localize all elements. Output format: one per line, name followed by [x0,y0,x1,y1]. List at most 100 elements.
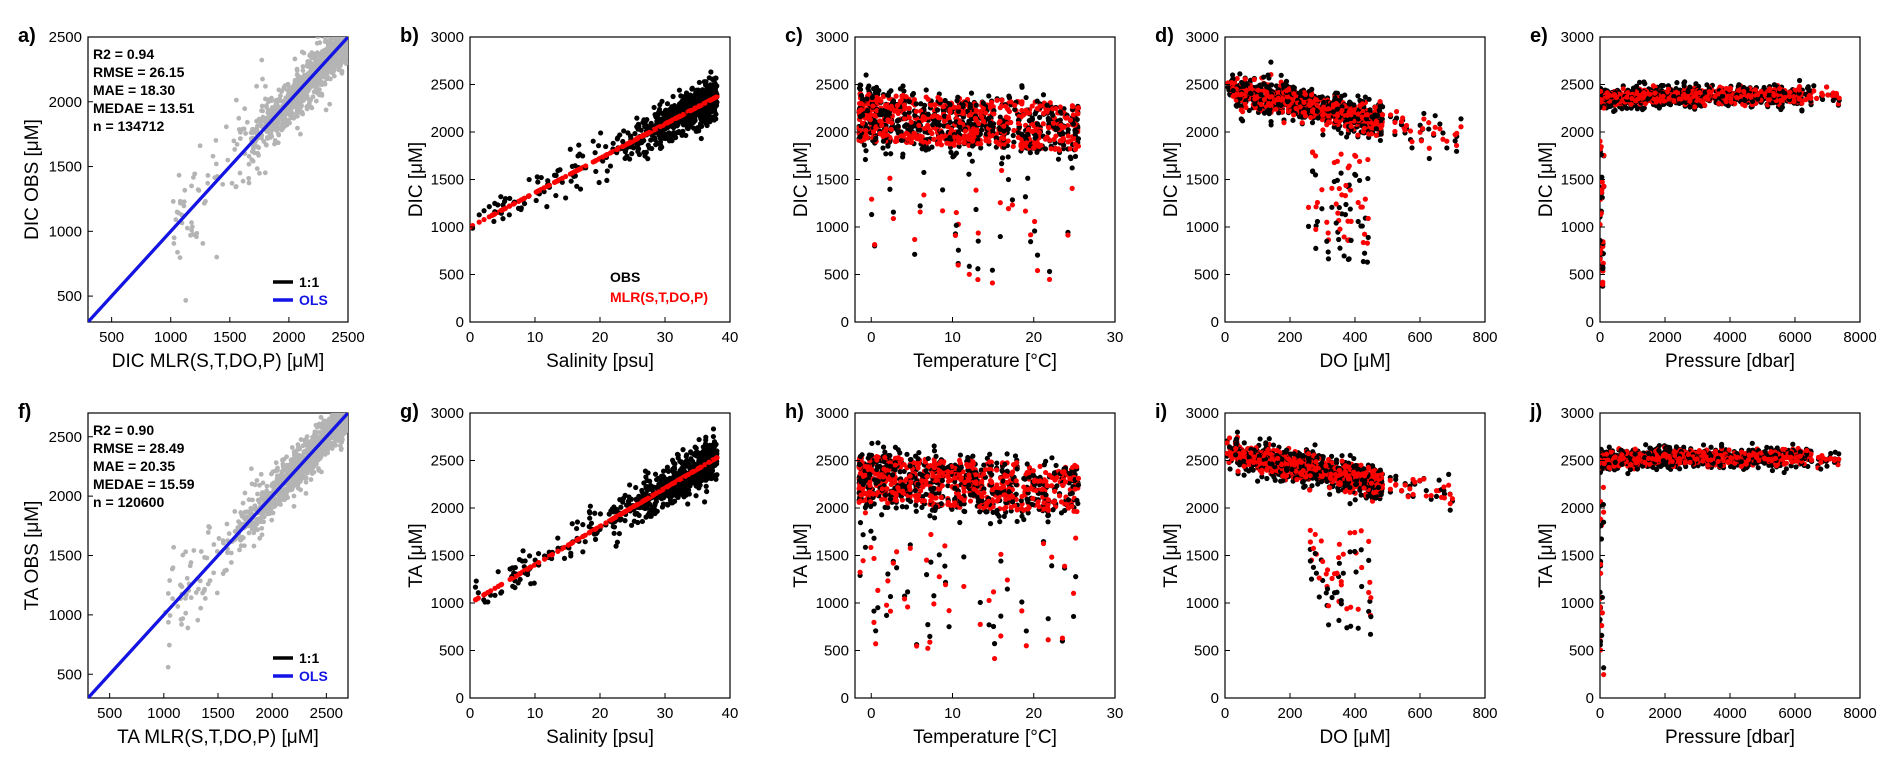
obs-point [203,198,208,204]
model-point [1075,105,1081,111]
obs-point [1075,136,1082,142]
model-point [962,128,968,134]
model-point [1034,267,1041,274]
obs-point [340,29,345,34]
obs-point [338,26,343,31]
obs-point [978,145,984,151]
model-point [620,143,626,149]
obs-point [231,138,237,144]
obs-point [639,139,645,146]
obs-point [262,170,268,176]
obs-point [322,37,328,41]
obs-point [921,169,927,176]
model-point [1458,124,1464,130]
obs-point [268,128,274,134]
model-point [481,216,487,223]
obs-point [276,120,281,126]
obs-point [664,114,670,120]
obs-point [918,101,924,107]
obs-point [342,11,347,16]
model-point [902,115,908,122]
obs-point [1353,172,1359,178]
model-point [1071,136,1078,142]
model-point [1308,92,1315,98]
x-tick-label: 0 [466,329,474,346]
model-point [1261,96,1268,103]
model-point [1369,125,1375,131]
obs-point [323,107,329,113]
data-points [470,69,720,231]
obs-point [343,25,348,30]
obs-point [654,140,660,146]
model-point [534,188,540,195]
obs-point [298,75,304,81]
obs-point [622,155,628,162]
model-point [967,112,973,118]
obs-point [897,86,904,92]
obs-point [600,158,606,164]
obs-point [890,209,897,215]
obs-point [299,109,305,115]
obs-point [171,241,177,246]
obs-point [615,135,621,141]
model-point [1320,127,1326,133]
obs-point [685,98,691,104]
model-point [1313,204,1319,210]
obs-point [325,76,331,81]
obs-point [273,98,279,104]
model-point [1403,122,1410,129]
model-point [893,93,899,99]
obs-point [610,140,616,146]
model-point [1297,104,1304,110]
obs-point [593,168,599,175]
model-point [1398,118,1405,125]
obs-point [1046,268,1053,275]
model-point [1046,125,1052,131]
obs-point [280,112,286,117]
obs-point [250,130,256,135]
x-tick-label: 400 [1342,329,1367,346]
obs-point [275,140,281,146]
model-point [1355,199,1361,206]
obs-point [1257,106,1263,112]
model-point [1325,119,1332,125]
obs-point [254,124,260,130]
obs-point [997,126,1003,132]
obs-point [857,134,863,140]
obs-point [876,87,882,94]
obs-point [969,158,975,164]
obs-point [975,266,981,272]
model-point [980,105,986,112]
model-point [864,113,871,119]
obs-point [1373,126,1379,132]
obs-point [337,26,342,31]
obs-point [341,28,346,33]
obs-point [521,200,528,207]
model-point [1258,101,1264,107]
model-point [925,96,931,102]
model-point [863,132,869,138]
obs-point [1273,83,1280,89]
obs-point [1332,95,1338,101]
obs-point [341,20,346,25]
obs-point [871,118,878,125]
obs-point [541,189,547,195]
model-point [1431,130,1437,137]
model-point [1031,218,1038,225]
model-point [939,133,945,139]
obs-point [567,146,573,152]
model-point [932,102,938,108]
x-tick-label: 1000 [154,329,187,346]
model-point [906,105,912,111]
obs-point [679,118,685,124]
model-point [888,126,894,133]
obs-point [967,104,973,111]
panel-c: 0 10 20 30050010001500200025003000Temperatu… [785,25,1123,372]
obs-point [622,149,628,155]
obs-point [259,103,265,109]
obs-point [871,86,877,92]
model-point [912,236,918,243]
obs-point [1032,135,1038,141]
data-points [1225,59,1464,265]
model-point [1242,101,1248,107]
